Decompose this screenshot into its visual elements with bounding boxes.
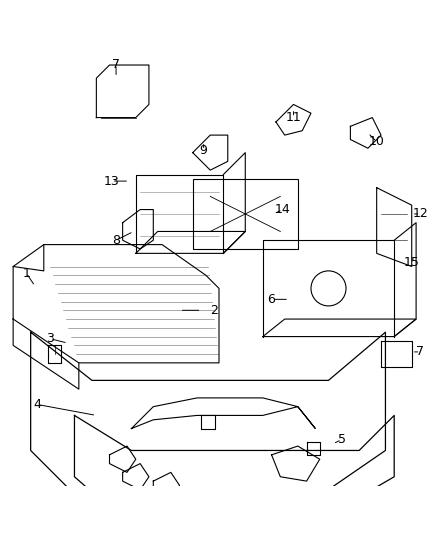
Text: 7: 7: [112, 58, 120, 71]
Text: 5: 5: [338, 433, 346, 446]
Text: 12: 12: [413, 207, 428, 221]
Text: 15: 15: [404, 256, 420, 269]
Text: 1: 1: [22, 266, 30, 280]
Text: 10: 10: [369, 135, 385, 148]
Text: 13: 13: [104, 175, 120, 188]
Text: 11: 11: [286, 111, 301, 124]
Text: 9: 9: [200, 144, 208, 157]
Text: 7: 7: [417, 345, 424, 358]
Text: 6: 6: [268, 293, 276, 306]
Text: 3: 3: [46, 332, 54, 345]
Text: 4: 4: [33, 398, 41, 411]
Text: 8: 8: [112, 233, 120, 247]
Text: 14: 14: [275, 203, 290, 216]
Text: 2: 2: [210, 304, 218, 317]
Bar: [193, 179, 298, 249]
